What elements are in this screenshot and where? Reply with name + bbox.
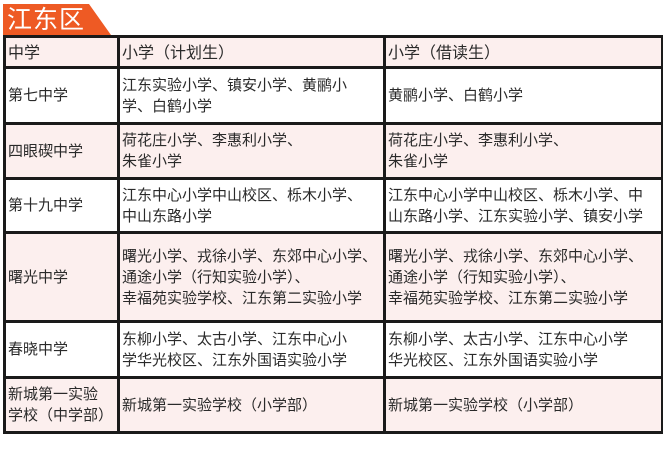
table-row: 新城第一实验 学校（中学部） 新城第一实验学校（小学部） 新城第一实验学校（小学部） [3, 376, 663, 434]
planned-primary-cell: 东柳小学、太古小学、江东中心小 学华光校区、江东外国语实验小学 [117, 320, 386, 379]
cell-text-line: 朱雀小学 [388, 152, 449, 170]
cell-text-line: 江东中心小学中山校区、栎木小学、中 [388, 185, 644, 204]
middle-school-cell: 四眼碶中学 [3, 122, 120, 180]
cell-text-line: 黄鹂小学、白鹤小学 [388, 86, 524, 104]
cell-text-line: 江东中心小学中山校区、栎木小学、 [122, 185, 363, 204]
cell-text-line: 新城第一实验学校（小学部） [122, 395, 318, 414]
cell-text-line: 新城第一实验学校（小学部） [388, 395, 584, 414]
cell-text-line: 新城第一实验 [8, 385, 99, 403]
cell-text-line: 学、白鹤小学 [122, 96, 213, 115]
cell-text-line: 东柳小学、太古小学、江东中心小学 [388, 329, 629, 348]
cell-text-line: 华光校区、江东外国语实验小学 [388, 350, 599, 369]
table-row: 春晓中学 东柳小学、太古小学、江东中心小 学华光校区、江东外国语实验小学 东柳小学、太… [3, 320, 663, 379]
table-row: 第七中学 江东实验小学、镇安小学、黄鹂小 学、白鹤小学 黄鹂小学、白鹤小学 [3, 66, 663, 125]
planned-primary-cell: 荷花庄小学、李惠利小学、 朱雀小学 [117, 122, 386, 180]
cell-text-line: 四眼碶中学 [8, 141, 84, 160]
middle-school-cell: 第七中学 [3, 66, 120, 125]
cell-text-line: 东柳小学、太古小学、江东中心小 [122, 329, 348, 348]
cell-text-line: 荷花庄小学、李惠利小学、 [122, 131, 303, 149]
table-row: 曙光中学 曙光小学、戎徐小学、东郊中心小学、 通途小学（行知实验小学）、 幸福苑实验学… [3, 231, 663, 323]
cell-text-line: 学校（中学部） [8, 406, 114, 424]
middle-school-cell: 新城第一实验 学校（中学部） [3, 376, 120, 434]
cell-text-line: 第七中学 [8, 86, 69, 104]
cell-text-line: 通途小学（行知实验小学）、 [122, 267, 310, 286]
table-row: 第十九中学 江东中心小学中山校区、栎木小学、 中山东路小学 江东中心小学中山校区、栎木… [3, 177, 663, 234]
cell-text-line: 中山东路小学 [122, 206, 213, 225]
header-primary-planned: 小学（计划生） [117, 35, 386, 69]
borrowed-primary-cell: 东柳小学、太古小学、江东中心小学 华光校区、江东外国语实验小学 [383, 320, 663, 379]
table-header-row: 中学 小学（计划生） 小学（借读生） [3, 35, 663, 69]
school-assignment-table: 中学 小学（计划生） 小学（借读生） 第七中学 江东实验小学、镇安小学、黄鹂小 学、… [3, 35, 663, 434]
cell-text-line: 春晓中学 [8, 340, 69, 358]
planned-primary-cell: 新城第一实验学校（小学部） [117, 376, 386, 434]
cell-text-line: 通途小学（行知实验小学）、 [388, 267, 576, 286]
cell-text-line: 第十九中学 [8, 196, 84, 214]
cell-text-line: 江东实验小学、镇安小学、黄鹂小 [122, 75, 348, 94]
middle-school-cell: 第十九中学 [3, 177, 120, 234]
cell-text-line: 幸福苑实验学校、江东第二实验小学 [122, 288, 363, 307]
borrowed-primary-cell: 荷花庄小学、李惠利小学、 朱雀小学 [383, 122, 663, 180]
table-row: 四眼碶中学 荷花庄小学、李惠利小学、 朱雀小学 荷花庄小学、李惠利小学、 朱雀小学 [3, 122, 663, 180]
middle-school-cell: 曙光中学 [3, 231, 120, 323]
header-middle-school: 中学 [3, 35, 120, 69]
cell-text-line: 曙光中学 [8, 267, 69, 286]
cell-text-line: 朱雀小学 [122, 152, 183, 170]
planned-primary-cell: 曙光小学、戎徐小学、东郊中心小学、 通途小学（行知实验小学）、幸福苑实验学校、江东… [117, 231, 386, 323]
borrowed-primary-cell: 江东中心小学中山校区、栎木小学、中 山东路小学、江东实验小学、镇安小学 [383, 177, 663, 234]
planned-primary-cell: 江东中心小学中山校区、栎木小学、 中山东路小学 [117, 177, 386, 234]
header-primary-borrowed: 小学（借读生） [383, 35, 663, 69]
cell-text-line: 山东路小学、江东实验小学、镇安小学 [388, 206, 644, 225]
borrowed-primary-cell: 新城第一实验学校（小学部） [383, 376, 663, 434]
borrowed-primary-cell: 黄鹂小学、白鹤小学 [383, 66, 663, 125]
cell-text-line: 曙光小学、戎徐小学、东郊中心小学、 [388, 246, 644, 265]
cell-text-line: 学华光校区、江东外国语实验小学 [122, 350, 348, 369]
cell-text-line: 荷花庄小学、李惠利小学、 [388, 131, 569, 149]
middle-school-cell: 春晓中学 [3, 320, 120, 379]
district-title: 江东区 [7, 5, 86, 34]
district-title-tab: 江东区 [3, 4, 111, 35]
planned-primary-cell: 江东实验小学、镇安小学、黄鹂小 学、白鹤小学 [117, 66, 386, 125]
cell-text-line: 曙光小学、戎徐小学、东郊中心小学、 [122, 246, 378, 265]
cell-text-line: 幸福苑实验学校、江东第二实验小学 [388, 288, 629, 307]
borrowed-primary-cell: 曙光小学、戎徐小学、东郊中心小学、 通途小学（行知实验小学）、幸福苑实验学校、江东… [383, 231, 663, 323]
